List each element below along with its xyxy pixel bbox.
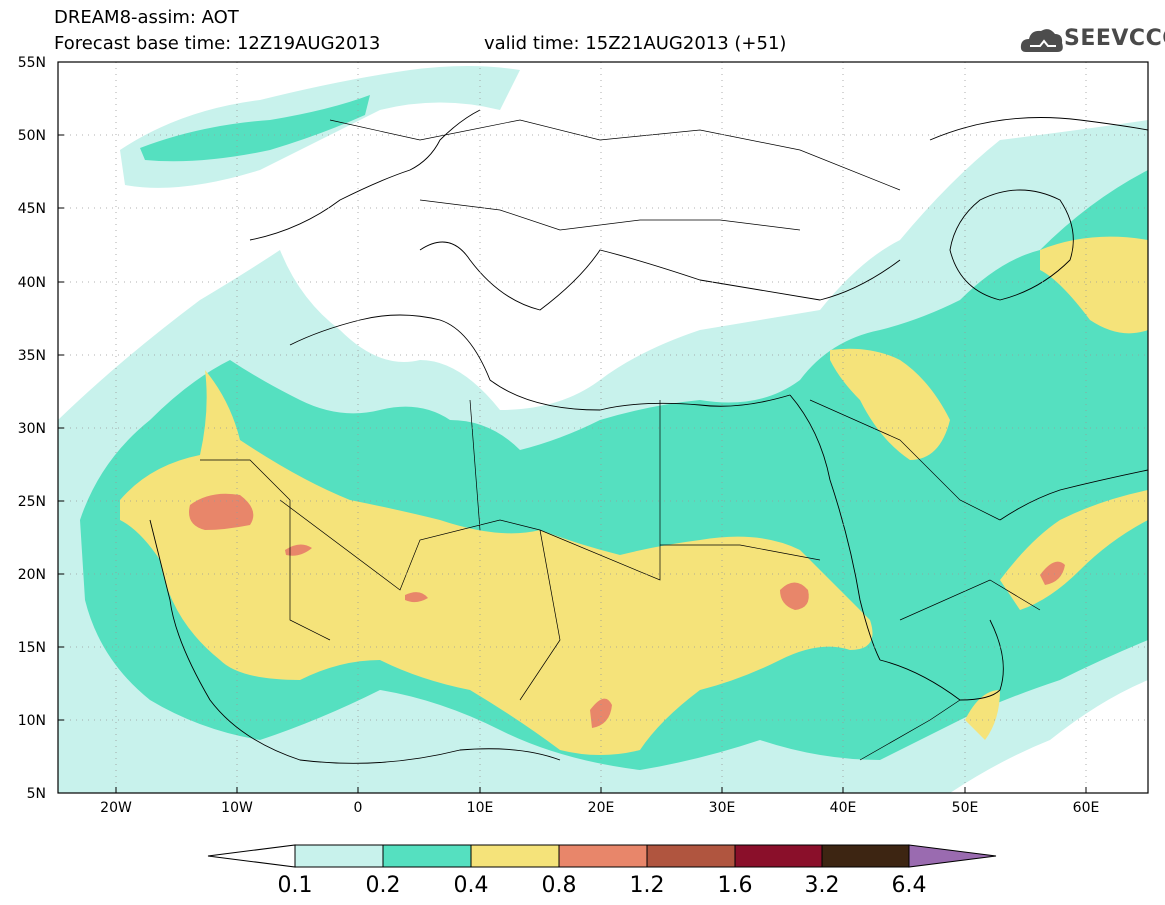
aot-field-04-caspian xyxy=(1040,236,1148,334)
lon-label: 10E xyxy=(467,800,494,816)
aot-field-08-sudan xyxy=(780,582,809,610)
lat-label: 15N xyxy=(18,640,46,656)
colorbar-swatch-16 xyxy=(734,844,823,868)
tick-marks xyxy=(58,61,1087,794)
aot-field-04-horn xyxy=(965,690,1000,740)
aot-field-04-west xyxy=(120,370,873,755)
aot-field-04-arabia xyxy=(1000,490,1148,610)
colorbar-swatch-04 xyxy=(470,844,560,868)
lat-label: 35N xyxy=(18,348,46,364)
colorbar-swatch-08 xyxy=(558,844,648,868)
colorbar-label: 0.1 xyxy=(278,873,313,898)
lon-label: 0 xyxy=(354,800,363,816)
aot-field-08-mauritania xyxy=(189,493,254,530)
colorbar-labels: 0.1 0.2 0.4 0.8 1.2 1.6 3.2 6.4 xyxy=(278,873,927,898)
lat-label: 5N xyxy=(27,786,46,802)
forecast-base-time: Forecast base time: 12Z19AUG2013 xyxy=(54,33,381,54)
lon-labels: 20W 10W 0 10E 20E 30E 40E 50E 60E xyxy=(100,800,1099,816)
lon-label: 20W xyxy=(100,800,132,816)
colorbar-high-arrow xyxy=(908,844,997,868)
colorbar-swatch-01 xyxy=(294,844,384,868)
lon-label: 60E xyxy=(1073,800,1100,816)
aot-field-02-north xyxy=(140,95,370,162)
lat-label: 10N xyxy=(18,713,46,729)
lon-label: 40E xyxy=(830,800,857,816)
colorbar-label: 0.4 xyxy=(454,873,489,898)
coastlines xyxy=(149,109,1148,764)
aot-field-08-mali xyxy=(285,544,312,556)
aot-field-04-east xyxy=(830,348,950,460)
lat-label: 45N xyxy=(18,201,46,217)
aot-field-08-oman xyxy=(1040,561,1065,585)
lat-label: 20N xyxy=(18,567,46,583)
colorbar-label: 0.8 xyxy=(542,873,577,898)
lat-label: 50N xyxy=(18,128,46,144)
colorbar-swatch-12 xyxy=(646,844,736,868)
colorbar-low-arrow xyxy=(207,844,296,868)
chart-title: DREAM8-assim: AOT xyxy=(54,7,239,28)
lon-label: 30E xyxy=(709,800,736,816)
lon-label: 10W xyxy=(221,800,253,816)
colorbar-label: 3.2 xyxy=(805,873,840,898)
lat-label: 40N xyxy=(18,275,46,291)
country-borders xyxy=(200,119,1041,761)
lat-label: 30N xyxy=(18,421,46,437)
lon-label: 50E xyxy=(952,800,979,816)
colorbar-swatch-32 xyxy=(821,844,910,868)
lon-label: 20E xyxy=(588,800,615,816)
colorbar-swatch-02 xyxy=(382,844,472,868)
cloud-logo-icon xyxy=(1020,29,1063,52)
colorbar-label: 1.2 xyxy=(630,873,665,898)
lat-label: 55N xyxy=(18,55,46,71)
aot-fields xyxy=(58,62,1148,793)
colorbar-label: 0.2 xyxy=(366,873,401,898)
aot-field-08-algeria xyxy=(405,592,428,603)
colorbar xyxy=(207,844,997,868)
lat-label: 25N xyxy=(18,494,46,510)
lat-labels: 5N 10N 15N 20N 25N 30N 35N 40N 45N 50N 5… xyxy=(18,55,46,802)
aot-field-08-chad xyxy=(590,698,612,728)
valid-time: valid time: 15Z21AUG2013 (+51) xyxy=(484,33,787,54)
logo-text: SEEVCCC xyxy=(1064,26,1165,51)
colorbar-label: 6.4 xyxy=(892,873,927,898)
colorbar-label: 1.6 xyxy=(718,873,753,898)
